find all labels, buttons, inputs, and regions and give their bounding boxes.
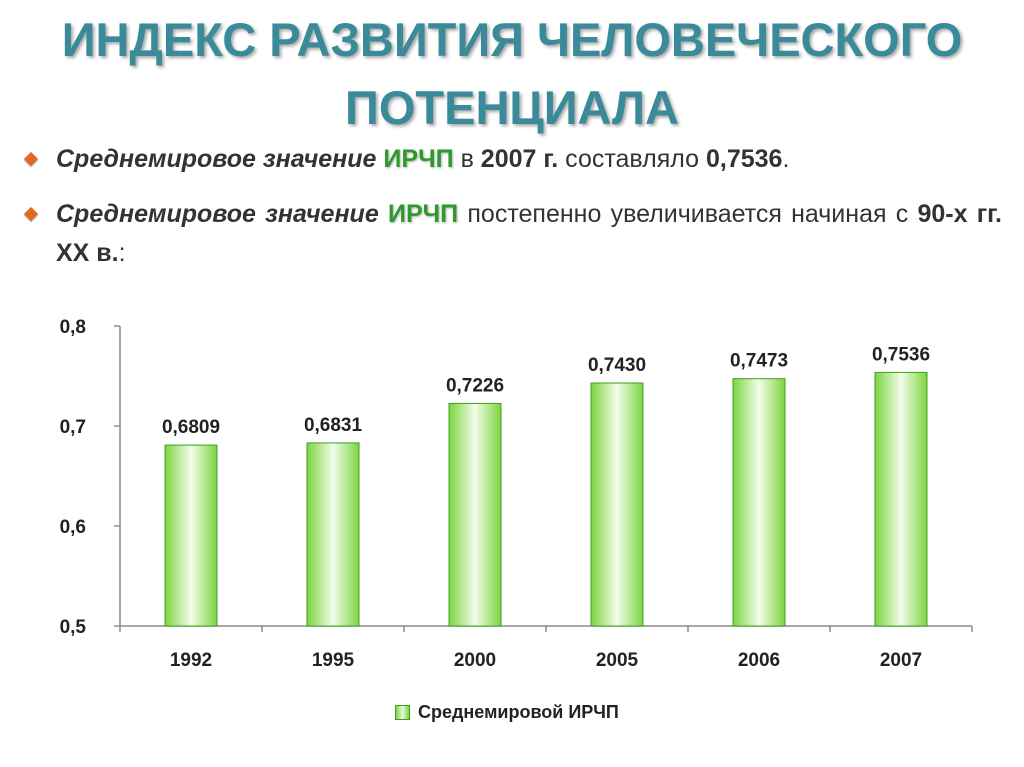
bullet-1-end: . (782, 145, 790, 173)
chart-legend: Среднемировой ИРЧП (395, 702, 619, 723)
bar (164, 444, 218, 627)
bar (306, 442, 360, 627)
bar (732, 378, 786, 627)
bullet-2-rest: постепенно увеличивается начиная с (467, 200, 909, 228)
y-tick-label: 0,7 (60, 417, 86, 438)
title-line-2: ПОТЕНЦИАЛА (345, 81, 679, 134)
data-label: 0,7430 (588, 355, 646, 376)
y-tick-label: 0,8 (60, 317, 86, 338)
data-label: 0,7226 (446, 375, 504, 396)
x-tick-label: 2006 (738, 650, 780, 671)
data-label: 0,7473 (730, 351, 788, 372)
page-title: ИНДЕКС РАЗВИТИЯ ЧЕЛОВЕЧЕСКОГО ПОТЕНЦИАЛА (0, 6, 1024, 142)
title-line-1: ИНДЕКС РАЗВИТИЯ ЧЕЛОВЕЧЕСКОГО (61, 13, 963, 66)
data-label: 0,6831 (304, 415, 363, 436)
x-tick-label: 2000 (454, 650, 496, 671)
bullet-2-lead: Среднемировое значение (56, 200, 379, 228)
bar (874, 371, 928, 627)
bullet-1-value: 0,7536 (706, 145, 783, 173)
y-tick-label: 0,6 (60, 517, 86, 538)
bullet-list: Среднемировое значение ИРЧП в 2007 г. со… (22, 140, 1002, 289)
data-label: 0,6809 (162, 417, 220, 438)
bullet-2-end: : (118, 239, 126, 267)
data-label: 0,7536 (872, 344, 930, 365)
bullet-1-lead: Среднемировое значение (56, 145, 377, 173)
legend-swatch (395, 705, 410, 720)
x-tick-label: 2005 (596, 650, 639, 671)
bullet-2-term: ИРЧП (387, 200, 459, 228)
bullet-item-1: Среднемировое значение ИРЧП в 2007 г. со… (22, 140, 1002, 179)
bullet-1-year: 2007 г. (480, 145, 559, 173)
bullet-1-verb: составляло (565, 145, 700, 173)
bullet-1-mid: в (460, 145, 474, 173)
y-tick-label: 0,5 (60, 617, 87, 638)
x-tick-label: 1992 (170, 650, 212, 671)
bullet-1-term: ИРЧП (383, 145, 454, 173)
x-tick-label: 1995 (312, 650, 355, 671)
bar (448, 402, 502, 627)
bullet-2-period: 90-х гг. XX в. (56, 200, 1002, 267)
bar (590, 382, 644, 627)
legend-label: Среднемировой ИРЧП (418, 702, 619, 722)
bullet-item-2: Среднемировое значение ИРЧП постепенно у… (22, 195, 1002, 273)
x-tick-label: 2007 (880, 650, 922, 671)
